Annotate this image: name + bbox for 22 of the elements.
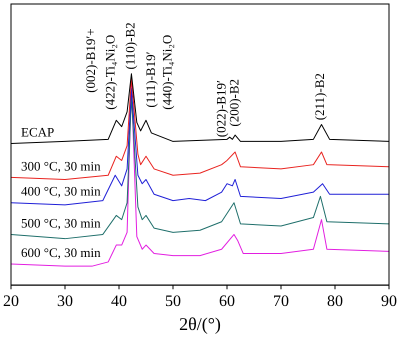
annotation: (111)-B19′ bbox=[142, 51, 158, 108]
x-tick-label: 90 bbox=[381, 293, 397, 310]
x-axis-title: 2θ/(°) bbox=[179, 314, 221, 334]
x-tick-label: 50 bbox=[165, 293, 181, 310]
annotation: (211)-B2 bbox=[312, 73, 327, 120]
series-label: ECAP bbox=[21, 124, 54, 140]
annotation: (002)-B19′+ bbox=[82, 28, 98, 93]
text: (110)-B2 bbox=[122, 22, 138, 70]
annotation: (440)-Ti₄Ni₂O bbox=[160, 34, 175, 110]
series-label: 300 °C, 30 min bbox=[21, 158, 102, 174]
series-label: 500 °C, 30 min bbox=[21, 215, 102, 230]
x-tick-label: 60 bbox=[219, 293, 235, 310]
annotation: (200)-B2 bbox=[226, 78, 242, 127]
x-tick-label: 30 bbox=[57, 293, 73, 310]
x-tick-label: 80 bbox=[327, 293, 343, 310]
x-tick-label: 20 bbox=[3, 293, 19, 310]
annotation: (422)-Ti₄Ni₂O bbox=[102, 34, 118, 110]
x-tick-label: 40 bbox=[111, 293, 127, 310]
annotation: (022)-B19′ bbox=[214, 80, 229, 138]
series-label: 400 °C, 30 min bbox=[21, 184, 102, 199]
x-tick-label: 70 bbox=[273, 293, 289, 310]
series-label: 600 °C, 30 min bbox=[21, 244, 102, 260]
